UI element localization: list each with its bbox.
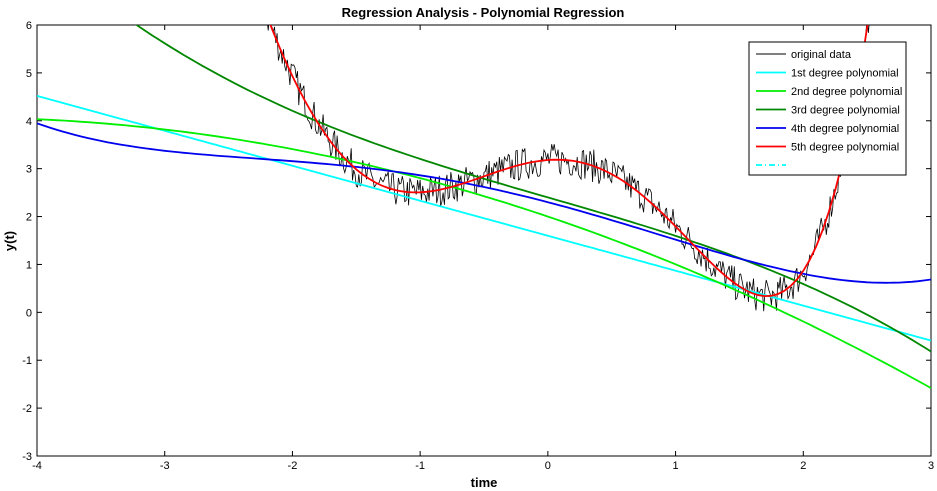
y-tick-label: 2 (26, 212, 32, 224)
x-tick-label: 1 (673, 460, 679, 472)
y-axis: -3 -2 -1 0 1 2 3 4 5 6 (22, 20, 931, 463)
y-tick-label: -2 (22, 403, 32, 415)
x-tick-label: -3 (160, 460, 170, 472)
x-tick-label: -1 (415, 460, 425, 472)
x-axis: -4 -3 -2 -1 0 1 2 3 (32, 25, 934, 472)
legend-label: 2nd degree polynomial (791, 86, 902, 98)
y-axis-label: y(t) (2, 231, 17, 251)
y-tick-label: 0 (26, 307, 32, 319)
series-layer (37, 25, 931, 389)
legend-label: 5th degree polynomial (791, 142, 899, 154)
y-tick-label: 1 (26, 259, 32, 271)
y-tick-label: 5 (26, 68, 32, 80)
x-tick-label: 0 (545, 460, 551, 472)
y-tick-label: -1 (22, 355, 32, 367)
x-tick-label: -4 (32, 460, 42, 472)
x-tick-label: 2 (800, 460, 806, 472)
legend-box (748, 41, 907, 176)
series-5th-degree-polynomial (269, 25, 869, 298)
legend-label: 3rd degree polynomial (791, 105, 900, 117)
legend-label: original data (791, 49, 852, 61)
x-tick-label: 3 (928, 460, 934, 472)
series-4th-degree-polynomial (37, 122, 931, 284)
legend-label: 4th degree polynomial (791, 123, 899, 135)
legend: original data 1st degree polynomial 2nd de… (748, 41, 907, 176)
x-tick-label: -2 (288, 460, 298, 472)
series-1st-degree-polynomial (37, 95, 931, 342)
series-original-data (267, 25, 870, 312)
legend-label: 1st degree polynomial (791, 68, 899, 80)
y-tick-label: -3 (22, 451, 32, 463)
y-tick-label: 4 (26, 116, 32, 128)
chart-title: Regression Analysis - Polynomial Regress… (342, 5, 625, 20)
x-axis-label: time (471, 475, 498, 490)
y-tick-label: 6 (26, 20, 32, 32)
series-2nd-degree-polynomial (37, 118, 931, 389)
y-tick-label: 3 (26, 164, 32, 176)
series-3rd-degree-polynomial (135, 25, 931, 353)
